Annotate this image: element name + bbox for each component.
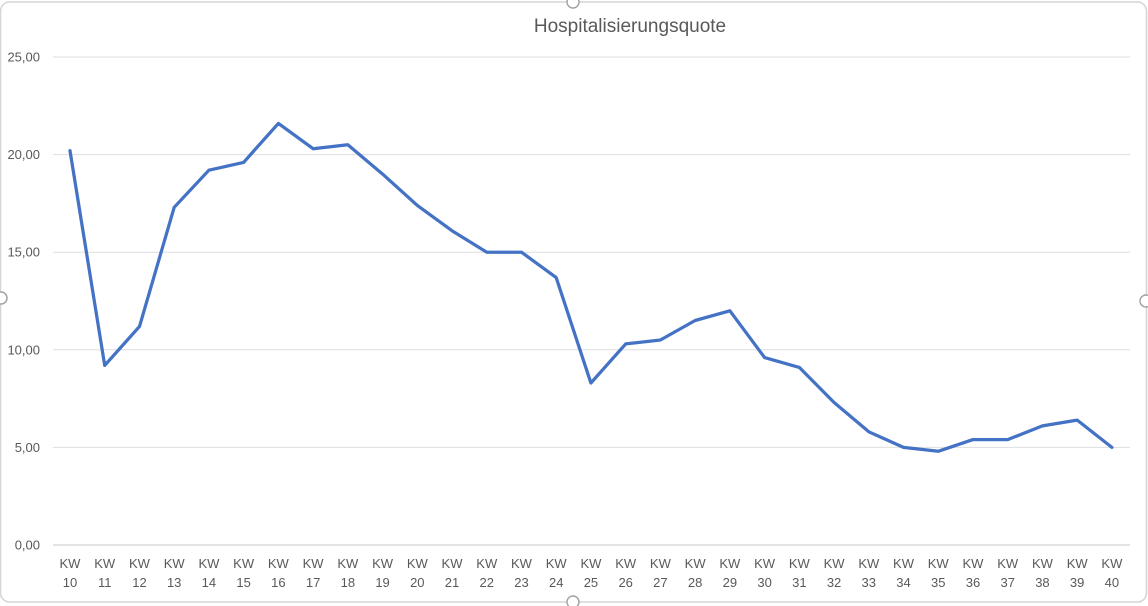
- x-tick-label: KW 34: [893, 556, 915, 590]
- x-tick-label: KW 35: [928, 556, 950, 590]
- x-tick-label: KW 23: [511, 556, 533, 590]
- x-tick-label: KW 25: [580, 556, 602, 590]
- resize-handle-bottom[interactable]: [566, 595, 580, 606]
- x-tick-label: KW 22: [476, 556, 498, 590]
- y-tick-label: 0,00: [15, 538, 40, 553]
- x-tick-label: KW 12: [129, 556, 151, 590]
- x-tick-label: KW 33: [858, 556, 880, 590]
- x-tick-label: KW 17: [303, 556, 325, 590]
- x-tick-label: KW 18: [337, 556, 359, 590]
- x-tick-label: KW 38: [1032, 556, 1054, 590]
- x-tick-label: KW 40: [1101, 556, 1123, 590]
- x-tick-label: KW 29: [719, 556, 741, 590]
- resize-handle-left[interactable]: [0, 291, 8, 305]
- x-tick-label: KW 24: [546, 556, 568, 590]
- x-tick-label: KW 27: [650, 556, 672, 590]
- x-tick-label: KW 13: [164, 556, 186, 590]
- y-tick-label: 25,00: [7, 50, 40, 65]
- x-tick-label: KW 11: [94, 556, 116, 590]
- x-tick-label: KW 10: [60, 556, 82, 590]
- x-tick-label: KW 30: [754, 556, 776, 590]
- x-tick-label: KW 21: [442, 556, 464, 590]
- x-tick-label: KW 19: [372, 556, 394, 590]
- chart-title: Hospitalisierungsquote: [533, 16, 727, 37]
- x-tick-label: KW 31: [789, 556, 811, 590]
- x-tick-label: KW 39: [1067, 556, 1089, 590]
- y-tick-label: 15,00: [7, 245, 40, 260]
- y-tick-label: 20,00: [7, 147, 40, 162]
- series-line-hospitalisierungsquote[interactable]: [68, 121, 1114, 453]
- x-tick-label: KW 20: [407, 556, 429, 590]
- x-tick-label: KW 15: [233, 556, 255, 590]
- data-series: [68, 121, 1114, 453]
- y-tick-label: 10,00: [7, 342, 40, 357]
- x-tick-label: KW 28: [685, 556, 707, 590]
- resize-handle-top[interactable]: [566, 0, 580, 9]
- x-tick-label: KW 36: [963, 556, 985, 590]
- gridlines: [53, 56, 1130, 546]
- y-axis-labels: 0,00 5,00 10,00 15,00 20,00 25,00: [7, 50, 40, 553]
- resize-handle-right[interactable]: [1139, 294, 1148, 308]
- x-tick-label: KW 16: [268, 556, 290, 590]
- x-tick-label: KW 26: [615, 556, 637, 590]
- x-axis-labels: KW 10 KW 11 KW 12 KW 13 KW 14 KW 15 KW 16 KW 17 KW 18 KW 19…: [60, 556, 1124, 590]
- x-tick-label: KW 37: [997, 556, 1019, 590]
- y-tick-label: 5,00: [15, 440, 40, 455]
- x-tick-label: KW 32: [824, 556, 846, 590]
- x-tick-label: KW 14: [198, 556, 220, 590]
